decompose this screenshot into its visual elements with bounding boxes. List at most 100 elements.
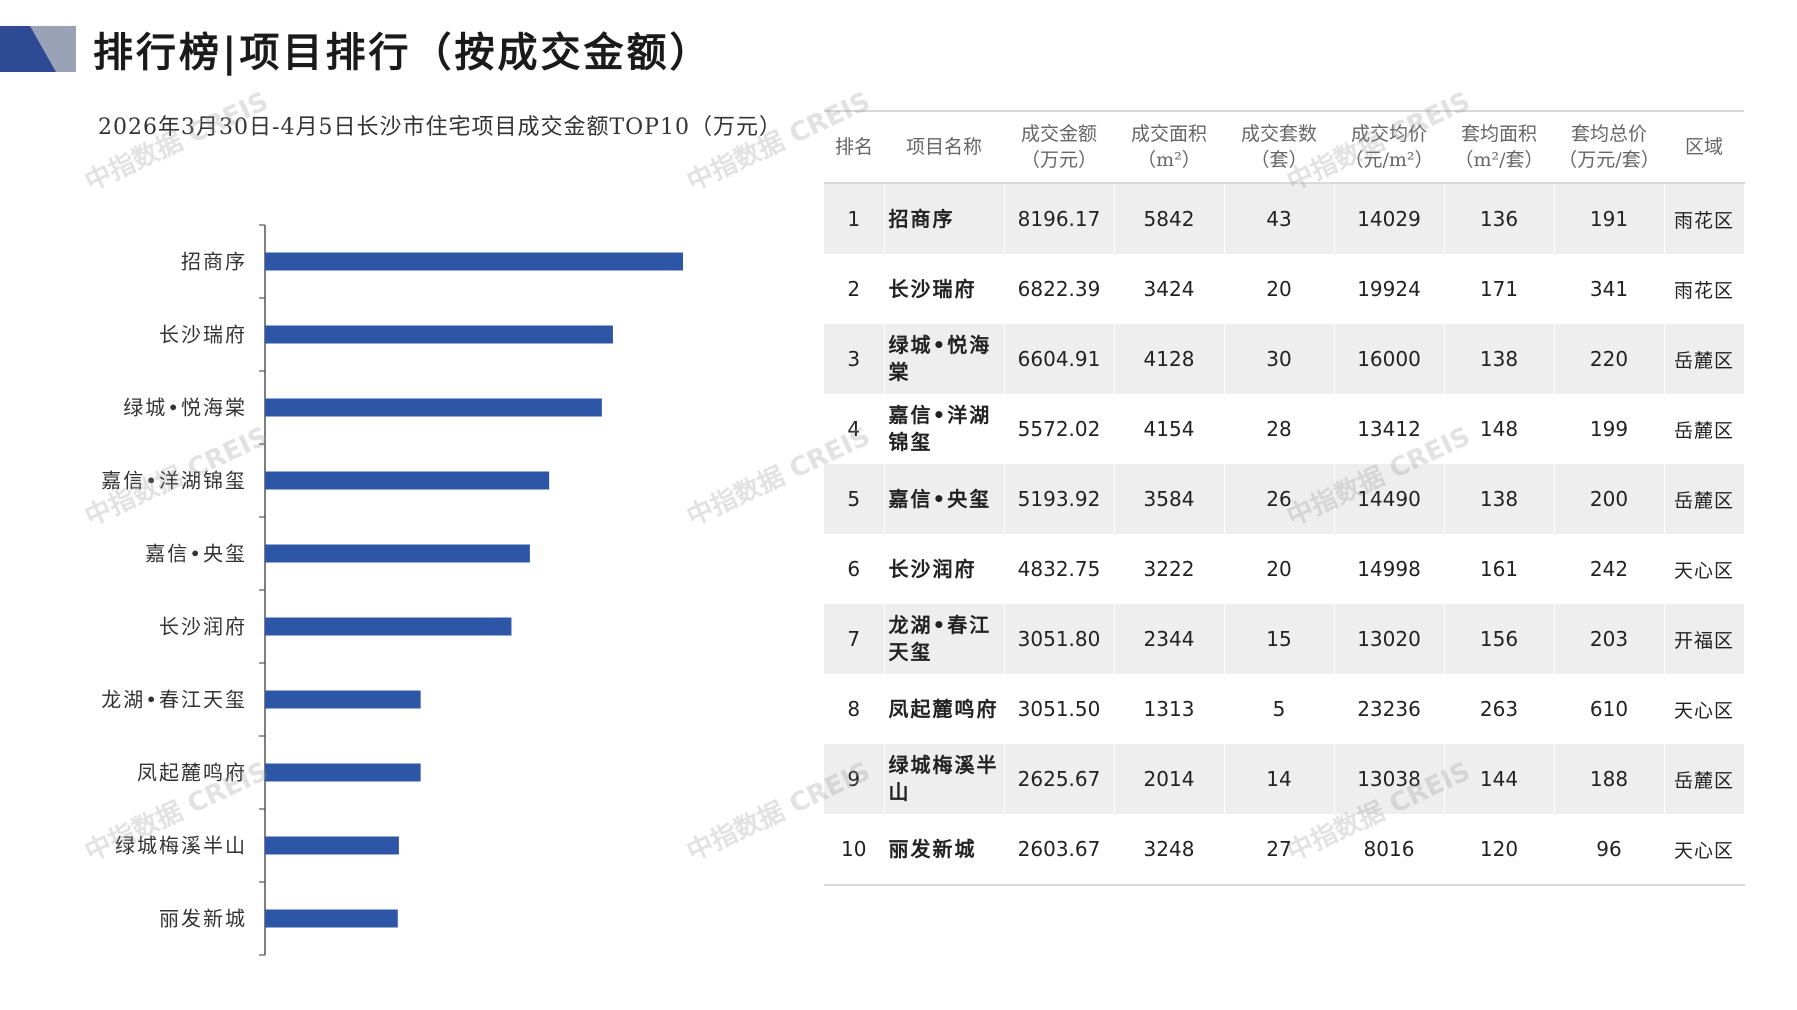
column-header-line: 套均总价 <box>1570 123 1647 145</box>
column-header-line: （m²） <box>1137 149 1201 171</box>
table-row: 6 长沙润府 4832.75 3222 20 14998 161 242 天心区 <box>824 534 1745 604</box>
table-cell: 2 <box>824 254 885 324</box>
category-label: 丽发新城 <box>159 907 247 931</box>
table-cell: 岳麓区 <box>1664 464 1745 534</box>
table-cell: 23236 <box>1334 674 1445 744</box>
table-cell: 5 <box>824 464 885 534</box>
table-cell: 220 <box>1554 324 1665 394</box>
table-cell: 13038 <box>1334 744 1445 814</box>
table-cell: 8 <box>824 674 885 744</box>
table-cell: 招商序 <box>884 183 1005 254</box>
table-cell: 28 <box>1224 394 1335 464</box>
table-row: 3 绿城•悦海棠 6604.91 4128 30 16000 138 220 岳麓区 <box>824 324 1745 394</box>
table-cell: 15 <box>1224 604 1335 674</box>
bar <box>265 690 421 709</box>
table-cell: 5 <box>1224 674 1335 744</box>
table-cell: 171 <box>1444 254 1555 324</box>
table-cell: 岳麓区 <box>1664 394 1745 464</box>
table-row: 8 凤起麓鸣府 3051.50 1313 5 23236 263 610 天心区 <box>824 674 1745 744</box>
table-cell: 19924 <box>1334 254 1445 324</box>
table-cell: 3424 <box>1114 254 1225 324</box>
category-label: 绿城梅溪半山 <box>115 834 247 858</box>
column-header-line: （套） <box>1250 149 1308 171</box>
column-header-line: 成交面积 <box>1130 123 1207 145</box>
category-label: 龙湖•春江天玺 <box>101 688 247 712</box>
table-cell: 天心区 <box>1664 534 1745 604</box>
table-cell: 6822.39 <box>1004 254 1115 324</box>
bar <box>265 325 613 344</box>
table-row: 5 嘉信•央玺 5193.92 3584 26 14490 138 200 岳麓区 <box>824 464 1745 534</box>
table-cell: 263 <box>1444 674 1555 744</box>
table-cell: 191 <box>1554 183 1665 254</box>
column-header: 成交金额 （万元） <box>1004 110 1114 184</box>
table-cell: 156 <box>1444 604 1555 674</box>
table-cell: 5842 <box>1114 183 1225 254</box>
table-header-row: 排名 项目名称 成交金额 （万元） 成交面积 （m²） 成交套数 （套） 成交均价 （元/m²） 套… <box>824 110 1744 184</box>
table-cell: 96 <box>1554 814 1665 886</box>
table-cell: 3248 <box>1114 814 1225 886</box>
table-cell: 6 <box>824 534 885 604</box>
column-header-line: （元/m²） <box>1344 149 1434 171</box>
table-cell: 138 <box>1444 464 1555 534</box>
table-cell: 长沙润府 <box>884 534 1005 604</box>
table-cell: 13412 <box>1334 394 1445 464</box>
table-cell: 144 <box>1444 744 1555 814</box>
table-body: 1 招商序 8196.17 5842 43 14029 136 191 雨花区 2 长沙瑞府 6822… <box>824 183 1745 886</box>
column-header: 成交套数 （套） <box>1224 110 1334 184</box>
table-cell: 1313 <box>1114 674 1225 744</box>
column-header: 套均面积 （m²/套） <box>1444 110 1554 184</box>
table-cell: 188 <box>1554 744 1665 814</box>
table-cell: 天心区 <box>1664 814 1745 886</box>
column-header-line: 套均面积 <box>1460 123 1537 145</box>
table-cell: 13020 <box>1334 604 1445 674</box>
bar <box>265 252 683 271</box>
column-header-line: 成交金额 <box>1020 123 1097 145</box>
ranking-table-container: 排名 项目名称 成交金额 （万元） 成交面积 （m²） 成交套数 （套） 成交均价 （元/m²） 套… <box>824 110 1745 886</box>
logo-dark-shape <box>0 26 56 72</box>
column-header-line: （万元） <box>1020 149 1097 171</box>
column-header-line: （m²/套） <box>1454 149 1544 171</box>
table-cell: 341 <box>1554 254 1665 324</box>
table-cell: 丽发新城 <box>884 814 1005 886</box>
table-cell: 嘉信•洋湖锦玺 <box>884 394 1005 464</box>
table-cell: 10 <box>824 814 885 886</box>
table-cell: 26 <box>1224 464 1335 534</box>
column-header-line: 项目名称 <box>905 136 982 158</box>
table-cell: 天心区 <box>1664 674 1745 744</box>
table-cell: 5193.92 <box>1004 464 1115 534</box>
table-cell: 8016 <box>1334 814 1445 886</box>
table-cell: 148 <box>1444 394 1555 464</box>
table-cell: 3 <box>824 324 885 394</box>
table-cell: 开福区 <box>1664 604 1745 674</box>
column-header-line: 成交均价 <box>1350 123 1427 145</box>
bar <box>265 398 602 417</box>
table-cell: 16000 <box>1334 324 1445 394</box>
table-cell: 43 <box>1224 183 1335 254</box>
table-cell: 2625.67 <box>1004 744 1115 814</box>
table-cell: 3051.50 <box>1004 674 1115 744</box>
table-cell: 绿城梅溪半山 <box>884 744 1005 814</box>
category-label: 绿城•悦海棠 <box>123 396 247 420</box>
table-cell: 242 <box>1554 534 1665 604</box>
table-cell: 138 <box>1444 324 1555 394</box>
table-cell: 3051.80 <box>1004 604 1115 674</box>
bar <box>265 909 398 928</box>
table-cell: 14 <box>1224 744 1335 814</box>
brand-logo <box>0 26 76 72</box>
column-header: 区域 <box>1664 110 1744 184</box>
bar <box>265 471 550 490</box>
table-cell: 4128 <box>1114 324 1225 394</box>
page-title: 排行榜|项目排行（按成交金额） <box>93 29 713 76</box>
table-cell: 雨花区 <box>1664 254 1745 324</box>
table-cell: 120 <box>1444 814 1555 886</box>
table-cell: 200 <box>1554 464 1665 534</box>
table-cell: 3222 <box>1114 534 1225 604</box>
table-row: 9 绿城梅溪半山 2625.67 2014 14 13038 144 188 岳麓区 <box>824 744 1745 814</box>
bar <box>265 544 530 563</box>
table-cell: 8196.17 <box>1004 183 1115 254</box>
table-row: 7 龙湖•春江天玺 3051.80 2344 15 13020 156 203 开福区 <box>824 604 1745 674</box>
table-cell: 14029 <box>1334 183 1445 254</box>
table-cell: 27 <box>1224 814 1335 886</box>
column-header: 项目名称 <box>884 110 1004 184</box>
table-cell: 岳麓区 <box>1664 324 1745 394</box>
